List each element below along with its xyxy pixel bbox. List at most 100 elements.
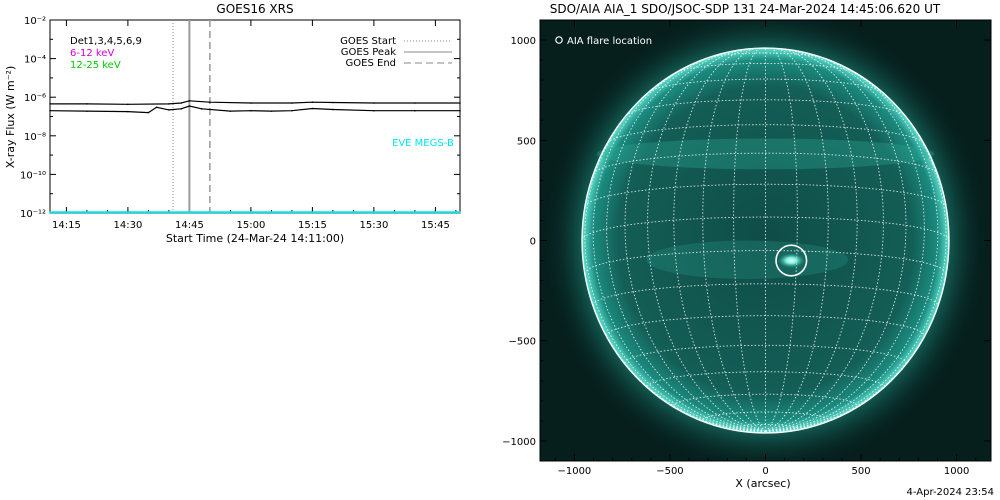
grid-latitude-line (606, 315, 925, 337)
grid-longitude-line (606, 52, 766, 432)
goes-series-point (414, 109, 416, 112)
goes-series-point (459, 102, 461, 104)
flare-location-circle (775, 244, 808, 277)
grid-longitude-line (733, 47, 766, 432)
goes-ytick-label: 10⁻¹⁰ (20, 170, 46, 181)
grid-longitude-line (765, 47, 829, 432)
grid-latitude-line (702, 411, 829, 420)
aia-title: SDO/AIA AIA_1 SDO/JSOC-SDP 131 24-Mar-20… (550, 2, 941, 16)
goes-xtick-label: 14:45 (175, 220, 204, 231)
goes-xtick-label: 15:00 (236, 220, 265, 231)
grid-longitude-line (584, 83, 766, 432)
aia-xlabel: X (arcsec) (735, 477, 790, 490)
flare-location-group (775, 244, 808, 277)
goes-ytick-label: 10⁻⁶ (24, 93, 46, 104)
goes-xlabel: Start Time (24-Mar-24 14:11:00) (166, 232, 344, 245)
goes-series-point (209, 101, 211, 104)
grid-latitude-line (647, 371, 884, 387)
legend-goes-peak: GOES Peak (341, 47, 396, 58)
aia-xtick-label: −500 (656, 466, 683, 477)
grid-longitude-line (765, 47, 798, 432)
goes-series-point (86, 103, 88, 105)
aia-ytick-label: −500 (509, 337, 536, 348)
grid-longitude-line (624, 50, 766, 432)
goes-ylabel: X-ray Flux (W m⁻²) (4, 66, 17, 168)
legend-band1: 6-12 keV (70, 48, 114, 59)
legend-goes-start: GOES Start (340, 36, 396, 47)
grid-latitude-line (676, 62, 855, 73)
aia-legend-label: AIA flare location (567, 36, 652, 47)
grid-latitude-line (592, 152, 939, 175)
goes-series-point (168, 103, 170, 105)
aia-ytick-label: 500 (517, 136, 536, 147)
grid-longitude-line (765, 58, 939, 432)
grid-longitude-line (765, 52, 925, 432)
grid-longitude-line (765, 48, 858, 432)
goes-series-point (459, 211, 461, 214)
grid-longitude-line (765, 83, 947, 432)
solar-disk (582, 48, 949, 433)
goes-series-point (373, 109, 375, 112)
grid-longitude-line (765, 50, 907, 432)
aia-xtick-label: 0 (762, 466, 768, 477)
grid-latitude-line (648, 78, 883, 93)
goes-series-point (49, 109, 51, 112)
legend-band2: 12-25 keV (70, 60, 121, 71)
goes-y-axis: 10⁻¹² 10⁻¹⁰ 10⁻⁸ 10⁻⁶ 10⁻⁴ 10⁻² (20, 16, 460, 220)
goes-xtick-label: 15:30 (359, 220, 388, 231)
goes-series-group (49, 100, 461, 214)
goes-series-point (373, 102, 375, 104)
goes-series-point (180, 102, 182, 104)
goes-plot-title: GOES16 XRS (216, 2, 293, 16)
grid-longitude-line (702, 47, 766, 432)
goes-ytick-label: 10⁻⁴ (24, 55, 46, 66)
goes-series-point (155, 106, 158, 109)
aia-y-axis: −1000 −500 0 500 1000 (502, 36, 991, 448)
goes-xrs-plot: GOES16 XRS 10⁻¹² 10⁻¹⁰ 10⁻⁸ 10⁻⁶ 10⁻⁴ 10⁻² 14… (4, 2, 461, 245)
goes-series-line-short-channel (49, 105, 460, 114)
grid-latitude-line (624, 344, 907, 364)
eve-megs-b-label: EVE MEGS-B (392, 138, 454, 149)
aia-xtick-label: −1000 (557, 466, 591, 477)
goes-series-point (270, 110, 273, 112)
grid-longitude-line (673, 48, 766, 432)
goes-series-point (127, 103, 129, 106)
aia-legend-circle-icon (555, 36, 563, 44)
grid-latitude-line (592, 283, 939, 306)
goes-series-point (200, 108, 203, 110)
heliographic-grid (581, 47, 950, 434)
legend-detectors: Det1,3,4,5,6,9 (70, 36, 142, 47)
goes-series-point (459, 109, 461, 112)
legend-goes-end: GOES End (346, 58, 396, 69)
goes-xtick-label: 14:30 (113, 220, 142, 231)
goes-series-point (49, 211, 51, 214)
grid-latitude-line (625, 99, 906, 117)
goes-series-point (311, 107, 314, 110)
goes-xtick-label: 15:15 (298, 220, 327, 231)
goes-series-point (250, 102, 252, 104)
goes-series-point (127, 110, 129, 113)
flare-brightening (777, 252, 806, 269)
grid-longitude-line (765, 49, 884, 432)
goes-series-point (332, 101, 334, 104)
aia-x-axis: −1000 −500 0 500 1000 (554, 20, 977, 477)
aia-ytick-label: −1000 (502, 437, 536, 448)
aia-image-plot: SDO/AIA AIA_1 SDO/JSOC-SDP 131 24-Mar-20… (502, 2, 992, 490)
goes-series-point (311, 101, 314, 104)
goes-event-lines (172, 20, 211, 213)
goes-series-point (188, 105, 191, 107)
goes-series-point (147, 111, 150, 114)
goes-series-point (229, 110, 232, 112)
aia-xtick-label: 500 (852, 466, 871, 477)
grid-latitude-line (607, 124, 924, 144)
aia-ytick-label: 1000 (511, 36, 536, 47)
goes-xtick-label: 14:15 (52, 220, 81, 231)
grid-longitude-line (647, 49, 766, 432)
grid-longitude-line (592, 58, 766, 432)
active-band-south (646, 240, 849, 279)
goes-series-point (414, 102, 416, 104)
grid-latitude-line (673, 393, 858, 406)
goes-series-point (188, 100, 191, 102)
goes-series-point (332, 108, 334, 111)
goes-series-point (86, 110, 88, 112)
